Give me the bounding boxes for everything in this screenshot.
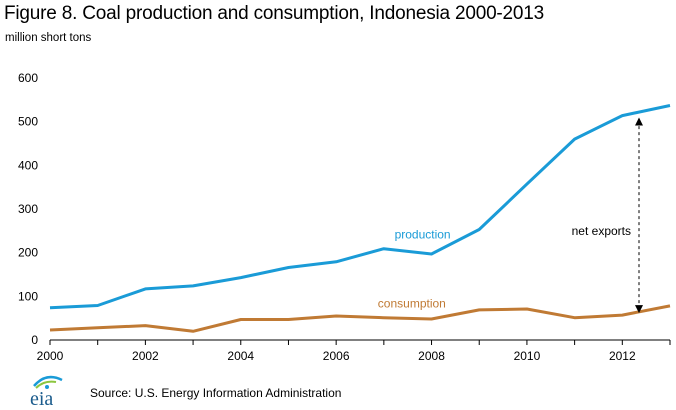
y-tick-label: 400 (18, 158, 38, 172)
footer: eia Source: U.S. Energy Information Admi… (0, 368, 676, 410)
eia-logo: eia (30, 375, 63, 408)
series-lines: production consumption (49, 104, 671, 333)
series-label-consumption: consumption (378, 296, 446, 310)
series-line-consumption (49, 304, 671, 333)
series-label-production: production (395, 227, 451, 241)
x-tick-label: 2002 (132, 349, 159, 363)
series-line-production (49, 104, 671, 310)
line-chart: 0 100 200 300 400 500 600 2000 2002 2004 2006 2008… (18, 71, 671, 363)
y-tick-label: 0 (31, 333, 38, 347)
x-tick-label: 2008 (418, 349, 445, 363)
y-axis-unit-label: million short tons (5, 32, 92, 44)
chart-title: Figure 8. Coal production and consumptio… (4, 3, 545, 24)
x-tick-label: 2000 (37, 349, 64, 363)
x-tick-label: 2012 (609, 349, 636, 363)
y-tick-label: 500 (18, 115, 38, 129)
annotations: net exports (572, 117, 643, 314)
x-tick-label: 2006 (323, 349, 350, 363)
y-tick-label: 300 (18, 202, 38, 216)
y-tick-label: 600 (18, 71, 38, 85)
svg-text:eia: eia (30, 388, 53, 408)
y-tick-label: 100 (18, 289, 38, 303)
y-tick-label: 200 (18, 246, 38, 260)
x-tick-label: 2004 (227, 349, 254, 363)
x-axis-ticks: 2000 2002 2004 2006 2008 2010 2012 (37, 340, 671, 363)
y-axis-ticks: 0 100 200 300 400 500 600 (18, 71, 38, 347)
source-note: Source: U.S. Energy Information Administ… (90, 386, 342, 400)
x-tick-label: 2010 (514, 349, 541, 363)
net-exports-label: net exports (572, 224, 631, 238)
